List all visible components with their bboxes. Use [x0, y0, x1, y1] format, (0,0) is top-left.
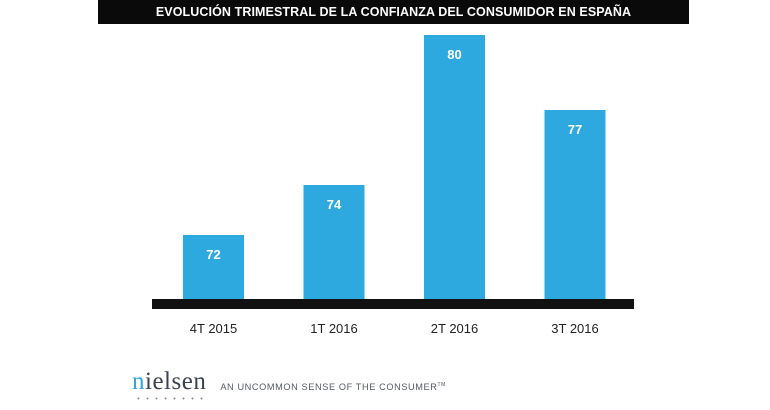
bar-1t-2016: [303, 185, 365, 299]
data-label: 74: [327, 197, 342, 212]
nielsen-logo-dots-icon: [134, 397, 206, 400]
tagline-text: AN UNCOMMON SENSE OF THE CONSUMER: [220, 382, 438, 392]
bar-2t-2016: [424, 35, 485, 299]
x-tick-label: 3T 2016: [551, 321, 598, 336]
chart-title-bar: EVOLUCIÓN TRIMESTRAL DE LA CONFIANZA DEL…: [98, 0, 689, 24]
trademark-mark: TM: [437, 381, 446, 388]
nielsen-logo-rest: ielsen: [145, 368, 207, 395]
data-label: 77: [568, 122, 582, 137]
data-label: 72: [206, 247, 220, 262]
data-label: 80: [447, 47, 461, 62]
bar-4t-2015: [183, 235, 244, 299]
bar-3t-2016: [544, 110, 606, 299]
chart-title: EVOLUCIÓN TRIMESTRAL DE LA CONFIANZA DEL…: [155, 5, 632, 19]
x-tick-label: 1T 2016: [310, 321, 357, 336]
x-tick-label: 2T 2016: [431, 321, 478, 336]
x-tick-label: 4T 2015: [190, 321, 237, 336]
nielsen-logo: nielsen: [132, 368, 207, 400]
footer-branding: nielsen AN UNCOMMON SENSE OF THE CONSUME…: [132, 368, 446, 400]
nielsen-logo-first-letter: n: [132, 368, 145, 395]
x-axis-baseline: [152, 299, 634, 309]
tagline: AN UNCOMMON SENSE OF THE CONSUMERTM: [220, 382, 446, 392]
